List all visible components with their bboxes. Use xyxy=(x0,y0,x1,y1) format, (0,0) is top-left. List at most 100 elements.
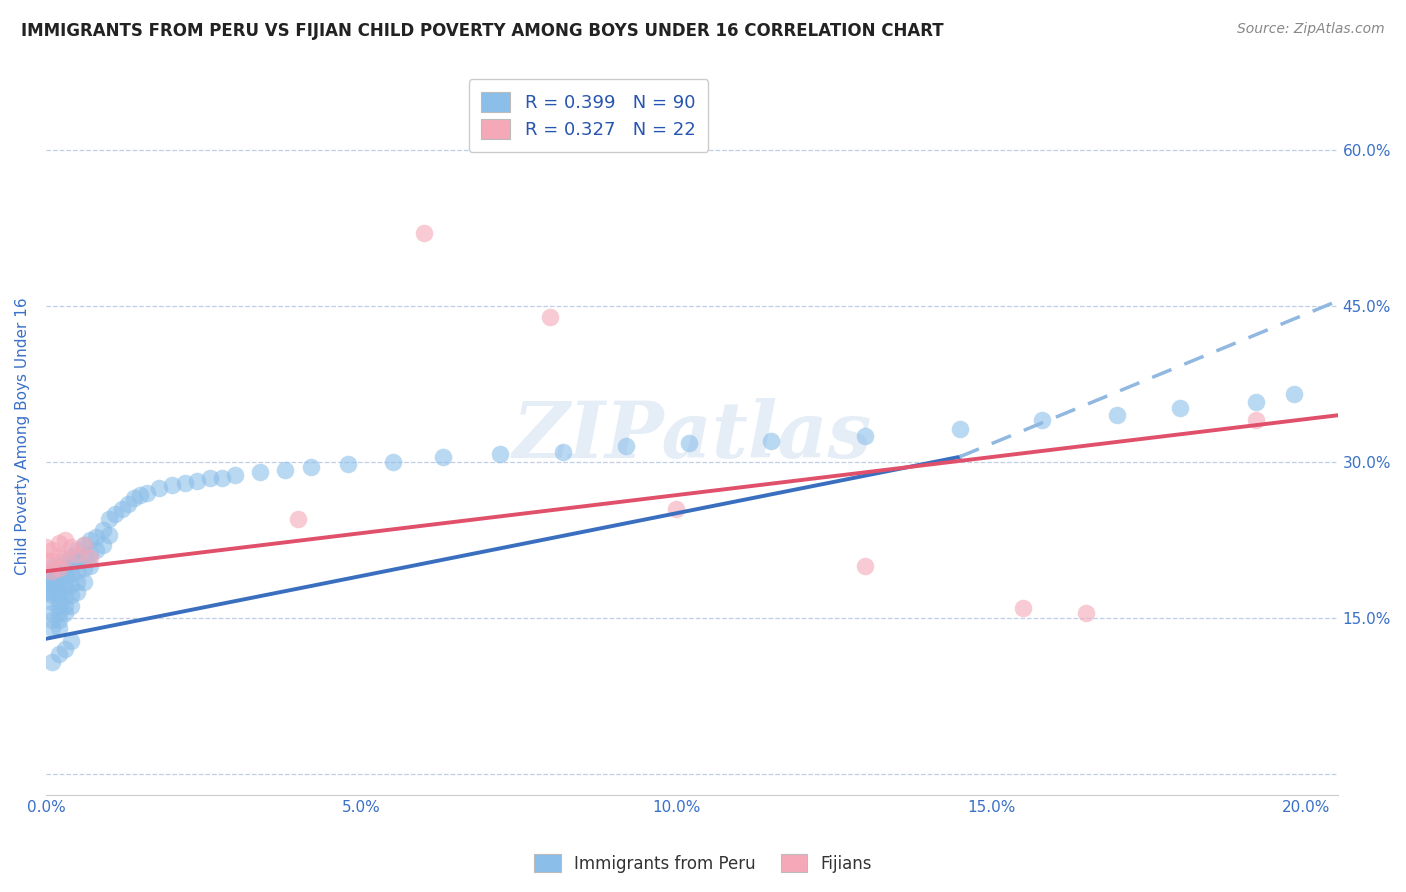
Point xyxy=(110,501,132,516)
Point xyxy=(66,547,89,561)
Point xyxy=(135,486,157,500)
Point xyxy=(41,621,63,635)
Point xyxy=(35,585,58,599)
Point xyxy=(53,567,76,582)
Point xyxy=(60,549,83,563)
Point xyxy=(122,491,145,506)
Point xyxy=(53,582,76,596)
Point xyxy=(53,606,76,620)
Point xyxy=(66,585,89,599)
Point xyxy=(129,488,152,502)
Point xyxy=(73,538,96,552)
Point xyxy=(53,550,76,565)
Point xyxy=(1244,413,1267,427)
Point xyxy=(48,648,70,662)
Point xyxy=(66,554,89,568)
Point xyxy=(79,547,101,561)
Point xyxy=(53,642,76,657)
Point xyxy=(60,567,83,582)
Point xyxy=(66,574,89,589)
Text: IMMIGRANTS FROM PERU VS FIJIAN CHILD POVERTY AMONG BOYS UNDER 16 CORRELATION CHA: IMMIGRANTS FROM PERU VS FIJIAN CHILD POV… xyxy=(21,22,943,40)
Point xyxy=(53,574,76,589)
Point xyxy=(41,559,63,574)
Point xyxy=(48,559,70,574)
Point xyxy=(41,588,63,602)
Point xyxy=(79,559,101,574)
Y-axis label: Child Poverty Among Boys Under 16: Child Poverty Among Boys Under 16 xyxy=(15,297,30,574)
Point xyxy=(41,580,63,594)
Point xyxy=(173,475,195,490)
Point xyxy=(79,533,101,547)
Point xyxy=(35,554,58,568)
Point xyxy=(48,578,70,592)
Point xyxy=(614,440,637,454)
Point xyxy=(41,613,63,627)
Point xyxy=(160,478,183,492)
Point xyxy=(41,564,63,578)
Point xyxy=(1168,401,1191,415)
Point xyxy=(853,429,876,443)
Point xyxy=(35,541,58,555)
Point xyxy=(41,585,63,599)
Point xyxy=(551,444,574,458)
Point xyxy=(91,523,114,537)
Point xyxy=(66,564,89,578)
Point xyxy=(249,466,271,480)
Point xyxy=(48,592,70,607)
Point xyxy=(759,434,782,449)
Point xyxy=(53,590,76,604)
Point xyxy=(73,561,96,575)
Point xyxy=(60,578,83,592)
Point xyxy=(73,574,96,589)
Point xyxy=(432,450,454,464)
Point xyxy=(41,595,63,609)
Point xyxy=(538,310,561,324)
Point xyxy=(41,655,63,669)
Point xyxy=(91,538,114,552)
Point xyxy=(48,561,70,575)
Point xyxy=(48,549,70,563)
Point xyxy=(117,497,139,511)
Legend: Immigrants from Peru, Fijians: Immigrants from Peru, Fijians xyxy=(527,847,879,880)
Point xyxy=(1107,409,1129,423)
Legend: R = 0.399   N = 90, R = 0.327   N = 22: R = 0.399 N = 90, R = 0.327 N = 22 xyxy=(468,79,709,152)
Point xyxy=(41,543,63,558)
Point xyxy=(413,227,436,241)
Point xyxy=(1282,387,1305,401)
Point xyxy=(60,588,83,602)
Point xyxy=(60,559,83,574)
Point xyxy=(48,621,70,635)
Point xyxy=(60,599,83,613)
Point xyxy=(86,543,108,558)
Text: ZIPatlas: ZIPatlas xyxy=(512,398,872,475)
Point xyxy=(488,447,510,461)
Point xyxy=(35,574,58,589)
Point xyxy=(224,467,246,482)
Point xyxy=(66,543,89,558)
Point xyxy=(1074,606,1097,620)
Point xyxy=(73,538,96,552)
Point xyxy=(148,481,170,495)
Point xyxy=(274,463,297,477)
Point xyxy=(48,585,70,599)
Point xyxy=(287,512,309,526)
Point xyxy=(53,554,76,568)
Point xyxy=(53,533,76,547)
Point xyxy=(98,512,121,526)
Point xyxy=(86,530,108,544)
Text: Source: ZipAtlas.com: Source: ZipAtlas.com xyxy=(1237,22,1385,37)
Point xyxy=(79,550,101,565)
Point xyxy=(48,606,70,620)
Point xyxy=(41,574,63,589)
Point xyxy=(198,470,221,484)
Point xyxy=(211,470,233,484)
Point xyxy=(41,554,63,568)
Point xyxy=(53,599,76,613)
Point xyxy=(60,633,83,648)
Point xyxy=(337,457,360,471)
Point xyxy=(853,559,876,574)
Point xyxy=(60,541,83,555)
Point xyxy=(48,564,70,578)
Point xyxy=(48,613,70,627)
Point xyxy=(186,474,208,488)
